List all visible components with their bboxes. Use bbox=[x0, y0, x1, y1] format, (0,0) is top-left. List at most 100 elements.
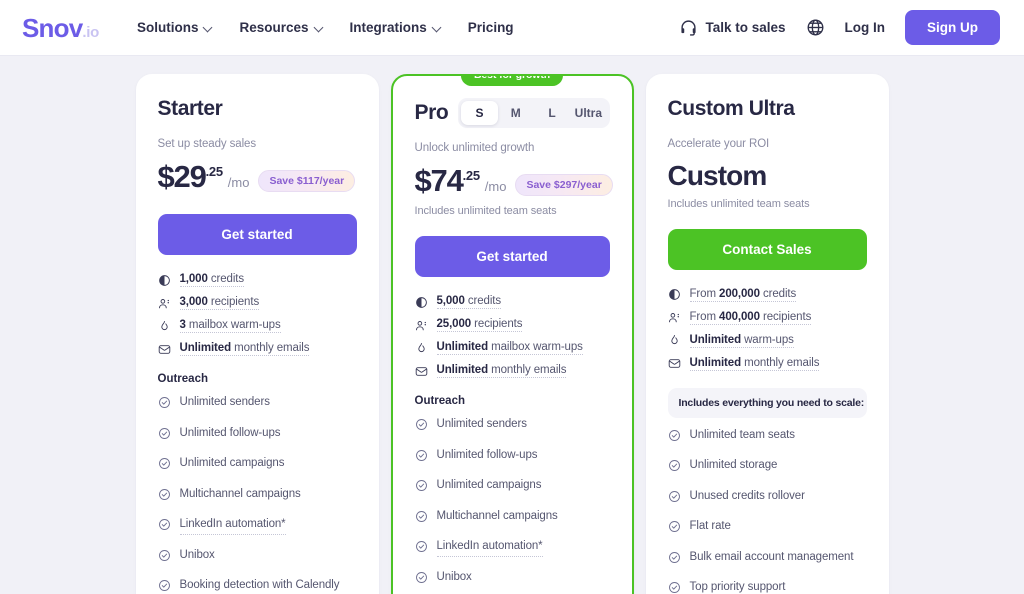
plan-price-custom: Custom bbox=[667, 160, 768, 191]
pricing-card-starter: Starter Set up steady sales $29 .25 /mo S… bbox=[135, 74, 379, 594]
warmup-icon bbox=[668, 334, 681, 347]
plan-price-cents: .25 bbox=[462, 168, 480, 183]
plan-title: Pro bbox=[414, 101, 449, 124]
plan-size-switch[interactable]: S M L Ultra bbox=[458, 98, 610, 128]
plan-feature-item: Unibox bbox=[158, 548, 357, 568]
plan-metric-text: 5,000 credits bbox=[436, 295, 502, 309]
plan-price-amount: $74 bbox=[414, 163, 464, 198]
plan-feature-item: Top priority support bbox=[668, 580, 867, 594]
check-circle-icon bbox=[415, 540, 428, 559]
nav-item-label: Integrations bbox=[349, 20, 427, 35]
plan-feature-item: Unlimited senders bbox=[158, 395, 357, 415]
check-circle-icon bbox=[158, 457, 171, 476]
plan-feature-label: Unused credits rollover bbox=[689, 489, 805, 502]
check-circle-icon bbox=[158, 579, 171, 594]
card-title-row: Starter bbox=[158, 94, 357, 124]
language-globe-icon[interactable] bbox=[806, 18, 825, 37]
nav-item-label: Pricing bbox=[467, 20, 514, 35]
size-option-ultra[interactable]: Ultra bbox=[574, 106, 603, 120]
plan-metric-text: Unlimited warm-ups bbox=[689, 333, 794, 348]
plan-feature-item: Unlimited follow-ups bbox=[158, 426, 357, 446]
plan-feature-item: Unlimited campaigns bbox=[158, 456, 357, 476]
plan-feature-list: Unlimited senders Unlimited follow-ups U… bbox=[158, 395, 357, 594]
check-circle-icon bbox=[668, 520, 681, 539]
chevron-down-icon bbox=[433, 23, 441, 31]
pricing-card-custom-ultra: Custom Ultra Accelerate your ROI Custom Inc… bbox=[645, 74, 889, 594]
size-option-m[interactable]: M bbox=[510, 106, 521, 120]
chevron-down-icon bbox=[315, 23, 323, 31]
snov-logo[interactable]: Snov .io bbox=[22, 15, 99, 41]
header-actions: Talk to sales Log In Sign Up bbox=[680, 10, 1000, 45]
warmup-icon bbox=[415, 342, 428, 355]
metric-label: credits bbox=[464, 295, 502, 307]
talk-to-sales-label: Talk to sales bbox=[705, 20, 786, 35]
plan-feature-label: Flat rate bbox=[689, 520, 731, 533]
talk-to-sales-button[interactable]: Talk to sales bbox=[680, 19, 786, 36]
plan-feature-label: Multichannel campaigns bbox=[436, 509, 558, 522]
metric-label: monthly emails bbox=[741, 356, 820, 369]
recipients-icon bbox=[415, 319, 428, 332]
pricing-card-pro: Best for growth Pro S M L Ultra Unlock unlimi… bbox=[390, 74, 634, 594]
login-link[interactable]: Log In bbox=[844, 20, 886, 35]
metric-label: monthly emails bbox=[231, 342, 310, 354]
metric-label: recipients bbox=[759, 310, 812, 323]
plan-metric-text: Unlimited monthly emails bbox=[689, 356, 820, 371]
nav-item-pricing[interactable]: Pricing bbox=[468, 20, 514, 35]
plan-metric: Unlimited monthly emails bbox=[415, 364, 610, 378]
signup-button[interactable]: Sign Up bbox=[905, 10, 1000, 45]
email-icon bbox=[668, 357, 681, 370]
card-title-row: Custom Ultra bbox=[668, 94, 867, 124]
plan-feature-label: LinkedIn automation* bbox=[179, 517, 286, 535]
plan-metric-text: 1,000 credits bbox=[179, 273, 245, 287]
plan-feature-item: Unlimited campaigns bbox=[415, 478, 610, 498]
plan-metric-text: Unlimited mailbox warm-ups bbox=[436, 341, 583, 355]
metric-label: mailbox warm-ups bbox=[488, 341, 583, 353]
check-circle-icon bbox=[158, 518, 171, 537]
plan-feature-item: Unused credits rollover bbox=[668, 489, 867, 509]
site-header: Snov .io Solutions Resources Integrations Pr… bbox=[0, 0, 1024, 56]
nav-item-solutions[interactable]: Solutions bbox=[137, 20, 213, 35]
plan-feature-item: Multichannel campaigns bbox=[158, 487, 357, 507]
check-circle-icon bbox=[415, 510, 428, 529]
plan-metric: 25,000 recipients bbox=[415, 318, 610, 332]
metric-value: Unlimited bbox=[689, 333, 742, 346]
plan-price-row: $29 .25 /mo Save $117/year bbox=[158, 161, 357, 195]
plan-metric: Unlimited warm-ups bbox=[668, 334, 867, 348]
plan-metric-text: 3 mailbox warm-ups bbox=[179, 319, 281, 333]
metric-value: Unlimited bbox=[436, 341, 489, 353]
check-circle-icon bbox=[668, 581, 681, 594]
plan-metric-text: 25,000 recipients bbox=[436, 318, 523, 332]
plan-cta-button[interactable]: Contact Sales bbox=[667, 228, 867, 270]
plan-feature-label: Booking detection with Calendly bbox=[179, 579, 340, 592]
plan-metric: 5,000 credits bbox=[415, 295, 610, 309]
check-circle-icon bbox=[158, 488, 171, 507]
metric-value: 200,000 bbox=[719, 287, 760, 300]
plan-feature-item: Bulk email account management bbox=[668, 550, 867, 570]
nav-item-resources[interactable]: Resources bbox=[239, 20, 322, 35]
nav-item-integrations[interactable]: Integrations bbox=[350, 20, 441, 35]
plan-cta-button[interactable]: Get started bbox=[414, 236, 610, 277]
size-option-s[interactable]: S bbox=[461, 101, 498, 125]
metric-prefix: From bbox=[689, 287, 720, 300]
check-circle-icon bbox=[668, 551, 681, 570]
check-circle-icon bbox=[415, 479, 428, 498]
check-circle-icon bbox=[415, 571, 428, 590]
metric-value: 400,000 bbox=[719, 310, 760, 323]
plan-feature-label: LinkedIn automation* bbox=[436, 539, 543, 557]
nav-item-label: Solutions bbox=[136, 20, 199, 35]
plan-subtitle: Set up steady sales bbox=[157, 138, 257, 150]
recipients-icon bbox=[158, 297, 171, 310]
email-icon bbox=[158, 343, 171, 356]
plan-price-amount: $29 bbox=[157, 159, 207, 194]
metric-label: credits bbox=[207, 273, 245, 285]
plan-cta-button[interactable]: Get started bbox=[157, 214, 357, 255]
metric-value: Unlimited bbox=[436, 364, 489, 376]
check-circle-icon bbox=[158, 427, 171, 446]
metric-value: 3,000 bbox=[179, 296, 208, 308]
check-circle-icon bbox=[415, 418, 428, 437]
best-for-growth-badge: Best for growth bbox=[460, 76, 564, 86]
warmup-icon bbox=[158, 320, 171, 333]
plan-price-cents: .25 bbox=[205, 164, 223, 179]
plan-feature-list: Unlimited team seats Unlimited storage U… bbox=[668, 428, 867, 594]
size-option-l[interactable]: L bbox=[548, 106, 556, 120]
